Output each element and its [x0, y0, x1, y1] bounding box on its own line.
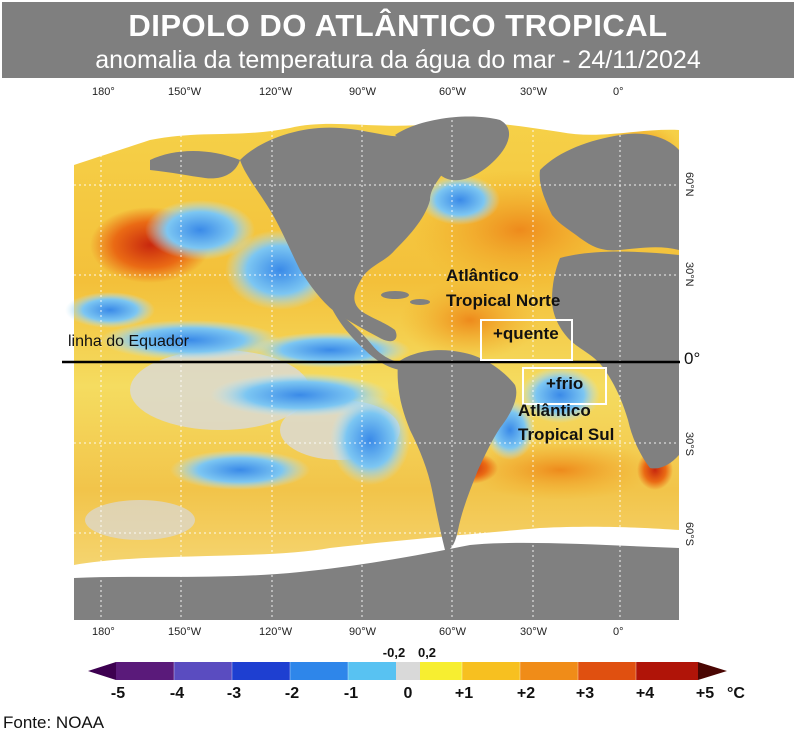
chart-subtitle: anomalia da temperatura da água do mar -…	[95, 46, 701, 74]
north-anomaly-box	[480, 319, 573, 361]
lat-label: 60°S	[683, 522, 695, 546]
source-credit: Fonte: NOAA	[3, 713, 105, 732]
equator-degree-label: 0°	[684, 349, 701, 368]
colorbar	[88, 662, 727, 680]
lon-label-top: 60°W	[439, 86, 467, 98]
colorbar-tick: -4	[169, 685, 185, 702]
lon-label-top: 180°	[92, 86, 115, 98]
north-region-label-line2: Tropical Norte	[446, 291, 561, 310]
colorbar-tick: -2	[284, 685, 300, 702]
colorbar-tick: +4	[635, 685, 655, 702]
colorbar-tick: 0	[403, 685, 413, 702]
colorbar-tick: +2	[516, 685, 536, 702]
north-america-land	[240, 127, 450, 342]
north-region-label-line1: Atlântico	[446, 266, 519, 285]
south-anomaly-label: +frio	[546, 374, 584, 393]
lon-label-bottom: 0°	[613, 626, 624, 638]
south-anomaly-box	[522, 367, 607, 405]
equator-label: linha do Equador	[68, 333, 189, 350]
colorbar-tick: +5	[695, 685, 715, 702]
greenland-land	[395, 116, 510, 181]
lon-label-top: 150°W	[168, 86, 202, 98]
chart-title: DIPOLO DO ATLÂNTICO TROPICAL	[128, 8, 668, 43]
antarctica-land	[74, 542, 679, 620]
colorbar-tick: -1	[343, 685, 359, 702]
lon-label-bottom: 180°	[92, 626, 115, 638]
lon-label-bottom: 60°W	[439, 626, 467, 638]
lon-label-top: 120°W	[259, 86, 293, 98]
colorbar-tick: +3	[575, 685, 595, 702]
colorbar-unit: °C	[727, 685, 745, 702]
lon-label-bottom: 150°W	[168, 626, 202, 638]
colorbar-left-arrow	[88, 662, 116, 680]
lon-label-bottom: 120°W	[259, 626, 293, 638]
lat-label: 30°S	[683, 432, 695, 456]
south-america-land	[397, 350, 517, 551]
africa-land	[552, 251, 679, 469]
north-anomaly-label: +quente	[493, 324, 559, 343]
lon-label-top: 0°	[613, 86, 624, 98]
south-region-label-line1: Atlântico	[518, 401, 591, 420]
lon-label-bottom: 30°W	[520, 626, 548, 638]
lon-label-bottom: 90°W	[349, 626, 377, 638]
europe-land	[539, 133, 679, 251]
title-banner: DIPOLO DO ATLÂNTICO TROPICAL anomalia da…	[2, 2, 794, 78]
colorbar-tick: +1	[454, 685, 474, 702]
graticule	[74, 100, 679, 620]
colorbar-neutral-high: 0,2	[417, 645, 437, 660]
lat-label: 30°N	[683, 262, 695, 287]
south-region-label-line2: Tropical Sul	[518, 425, 615, 444]
colorbar-tick: -5	[110, 685, 126, 702]
colorbar-neutral-low: -0,2	[382, 645, 406, 660]
lon-label-top: 90°W	[349, 86, 377, 98]
lat-label: 60°N	[683, 172, 695, 197]
lon-label-top: 30°W	[520, 86, 548, 98]
colorbar-tick: -3	[226, 685, 242, 702]
colorbar-right-arrow	[698, 662, 727, 680]
